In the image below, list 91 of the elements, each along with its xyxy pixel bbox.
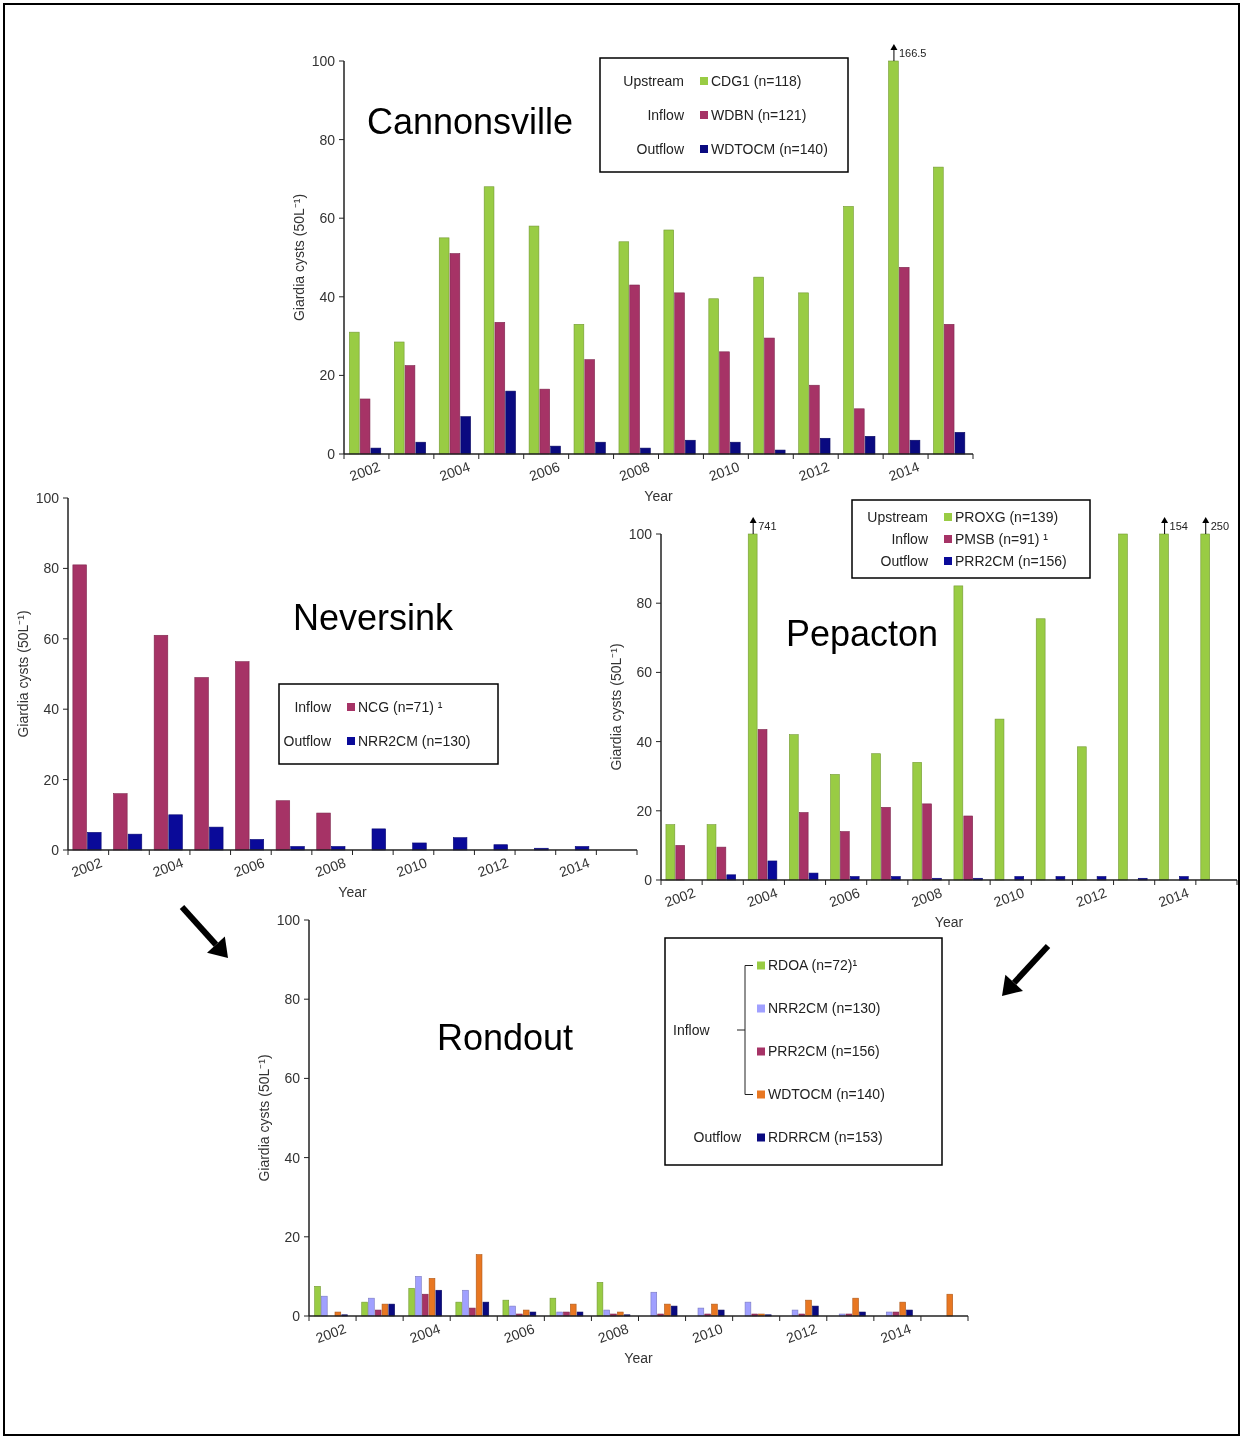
y-tick-label: 0 (292, 1307, 301, 1324)
text: 741 (758, 520, 777, 532)
x-tick-label: 2012 (796, 458, 832, 485)
x-tick-label: 2012 (475, 854, 511, 881)
x-axis-title: Year (644, 488, 673, 504)
x-tick-label: 2012 (1073, 884, 1109, 911)
x-tick-label: 2004 (437, 458, 473, 485)
legend-label: PRR2CM (n=156) (768, 1043, 880, 1060)
text: Rondout (436, 1016, 574, 1058)
legend-label: WDTOCM (n=140) (768, 1086, 885, 1103)
text: Neversink (292, 596, 455, 638)
y-tick-label: 0 (51, 841, 60, 858)
annotation: Outflow (693, 1129, 742, 1146)
legend-label: CDG1 (n=118) (711, 72, 802, 89)
text: Cannonsville (366, 100, 574, 142)
y-tick-label: 100 (35, 489, 60, 506)
y-tick-label: 60 (636, 664, 653, 681)
x-tick-label: 2014 (556, 854, 592, 881)
x-tick-label: 2002 (662, 884, 698, 911)
y-tick-label: 40 (284, 1149, 301, 1166)
text: 166.5 (898, 47, 927, 59)
y-tick-label: 0 (327, 445, 336, 462)
y-tick-label: 80 (284, 991, 301, 1008)
x-tick-label: 2010 (706, 458, 742, 485)
annotation: Outflow (880, 552, 929, 569)
x-tick-label: 2014 (878, 1320, 914, 1347)
legend-label: WDTOCM (n=140) (711, 140, 828, 157)
x-axis-title: Year (934, 914, 964, 930)
x-tick-label: 2002 (347, 458, 383, 485)
x-tick-label: 2008 (595, 1320, 631, 1347)
x-axis-title: Year (624, 1350, 653, 1366)
legend-label: PRR2CM (n=156) (955, 552, 1067, 569)
text: 154 (1169, 520, 1188, 532)
x-tick-label: 2006 (501, 1320, 537, 1347)
y-axis-title: Giardia cysts (50L⁻¹) (608, 643, 624, 771)
y-tick-label: 80 (319, 131, 336, 148)
y-tick-label: 40 (43, 701, 60, 718)
x-tick-label: 2004 (744, 884, 780, 911)
x-tick-label: 2014 (886, 458, 922, 485)
y-tick-label: 40 (319, 288, 336, 305)
text: Pepacton (785, 612, 939, 654)
x-tick-label: 2002 (313, 1320, 349, 1347)
x-axis-title: Year (338, 884, 367, 900)
y-tick-label: 20 (636, 802, 653, 819)
annotation: Outflow (636, 140, 685, 157)
x-tick-label: 2006 (231, 854, 267, 881)
x-tick-label: 2012 (784, 1320, 820, 1347)
legend-label: RDOA (n=72)¹ (768, 957, 858, 974)
legend-label: PROXG (n=139) (955, 508, 1059, 525)
y-tick-label: 20 (284, 1228, 301, 1245)
legend-label: WDBN (n=121) (711, 106, 807, 123)
y-tick-label: 100 (311, 52, 336, 69)
y-tick-label: 20 (43, 771, 60, 788)
legend-label: RDRRCM (n=153) (768, 1129, 883, 1146)
legend-label: NCG (n=71) ¹ (358, 698, 443, 715)
y-tick-label: 20 (319, 367, 336, 384)
y-tick-label: 100 (628, 525, 653, 542)
x-tick-label: 2014 (1156, 884, 1192, 911)
y-axis-title: Giardia cysts (50L⁻¹) (15, 610, 31, 738)
x-tick-label: 2008 (313, 854, 349, 881)
y-tick-label: 60 (284, 1070, 301, 1087)
y-tick-label: 60 (319, 210, 336, 227)
y-tick-label: 100 (276, 911, 301, 928)
y-axis-title: Giardia cysts (50L⁻¹) (256, 1054, 272, 1182)
text: 250 (1210, 520, 1230, 532)
x-tick-label: 2010 (394, 854, 430, 881)
x-tick-label: 2008 (909, 884, 945, 911)
x-tick-label: 2010 (991, 884, 1027, 911)
y-tick-label: 80 (43, 560, 60, 577)
annotation: Inflow (294, 698, 332, 715)
x-tick-label: 2010 (690, 1320, 725, 1347)
annotation: Outflow (283, 732, 332, 749)
x-tick-label: 2002 (69, 854, 105, 881)
text: Upstream (867, 508, 928, 525)
y-axis-title: Giardia cysts (50L⁻¹) (291, 193, 307, 322)
y-tick-label: 60 (43, 630, 60, 647)
y-tick-label: 0 (644, 871, 653, 888)
x-tick-label: 2004 (407, 1320, 443, 1347)
legend-label: NRR2CM (n=130) (768, 1000, 881, 1017)
annotation: Inflow (647, 106, 685, 123)
annotation: Inflow (891, 530, 929, 547)
y-tick-label: 40 (636, 733, 653, 750)
y-tick-label: 80 (636, 595, 653, 612)
x-tick-label: 2008 (616, 458, 652, 485)
legend-label: NRR2CM (n=130) (358, 732, 471, 749)
annotation: Upstream (623, 72, 684, 89)
x-tick-label: 2004 (150, 854, 186, 881)
legend-label: PMSB (n=91) ¹ (955, 530, 1049, 547)
annotation: Inflow (673, 1021, 711, 1038)
x-tick-label: 2006 (527, 458, 563, 485)
x-tick-label: 2006 (827, 884, 862, 911)
